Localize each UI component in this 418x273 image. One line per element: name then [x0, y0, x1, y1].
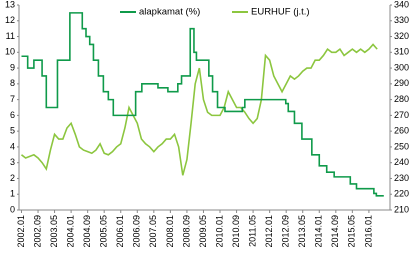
- y-tick-label: 10: [5, 47, 15, 57]
- y2-tick-label: 300: [394, 62, 409, 72]
- y-tick-label: 6: [10, 110, 15, 120]
- legend-label: EURHUF (j.t.): [251, 7, 310, 18]
- y-tick-label: 1: [10, 189, 15, 199]
- x-tick-label: 2015.05: [347, 215, 357, 248]
- y2-tick-label: 330: [394, 15, 409, 25]
- legend: alapkamat (%) EURHUF (j.t.): [120, 7, 310, 18]
- y-tick-label: 7: [10, 94, 15, 104]
- y-tick-label: 12: [5, 15, 15, 25]
- x-tick-label: 2013.05: [297, 215, 307, 248]
- y-tick-label: 0: [10, 204, 15, 214]
- y-tick-label: 13: [5, 0, 15, 9]
- x-tick-label: 2007.05: [148, 215, 158, 248]
- y-tick-label: 9: [10, 62, 15, 72]
- x-tick-label: 2014.09: [330, 215, 340, 248]
- y-tick-label: 2: [10, 173, 15, 183]
- series-line: [21, 12, 384, 197]
- x-tick-label: 2014.01: [314, 215, 324, 248]
- x-tick-label: 2011.05: [247, 215, 257, 247]
- x-tick-label: 2008.01: [165, 215, 175, 248]
- x-tick-label: 2009.05: [198, 215, 208, 248]
- y2-tick-label: 250: [394, 141, 409, 151]
- y-tick-label: 8: [10, 78, 15, 88]
- y-tick-label: 5: [10, 126, 15, 136]
- y2-tick-label: 290: [394, 78, 409, 88]
- y2-tick-label: 230: [394, 173, 409, 183]
- y2-tick-label: 310: [394, 47, 409, 57]
- x-tick-label: 2010.09: [231, 215, 241, 248]
- x-tick-label: 2016.01: [363, 215, 373, 248]
- x-tick-label: 2005.05: [99, 215, 109, 248]
- series-line: [20, 43, 378, 176]
- y-tick-label: 3: [10, 157, 15, 167]
- y2-tick-label: 210: [394, 204, 409, 214]
- y2-tick-label: 280: [394, 94, 409, 104]
- x-tick-label: 2012.01: [264, 215, 274, 248]
- y2-tick-label: 320: [394, 31, 409, 41]
- legend-label: alapkamat (%): [139, 7, 200, 18]
- x-tick-label: 2012.09: [281, 215, 291, 248]
- x-tick-label: 2006.01: [115, 215, 125, 248]
- x-tick-label: 2008.09: [181, 215, 191, 248]
- y-tick-label: 4: [10, 141, 15, 151]
- x-tick-label: 2004.09: [82, 215, 92, 248]
- x-tick-label: 2006.09: [132, 215, 142, 248]
- x-tick-label: 2004.01: [65, 215, 75, 248]
- x-tick-label: 2002.09: [32, 215, 42, 248]
- x-tick-label: 2002.01: [16, 215, 26, 248]
- y2-tick-label: 220: [394, 189, 409, 199]
- x-tick-label: 2010.01: [214, 215, 224, 248]
- y2-tick-label: 240: [394, 157, 409, 167]
- y2-tick-label: 340: [394, 0, 409, 9]
- y2-tick-label: 260: [394, 126, 409, 136]
- x-tick-label: 2003.05: [49, 215, 59, 248]
- y2-tick-label: 270: [394, 110, 409, 120]
- y-tick-label: 11: [6, 31, 15, 41]
